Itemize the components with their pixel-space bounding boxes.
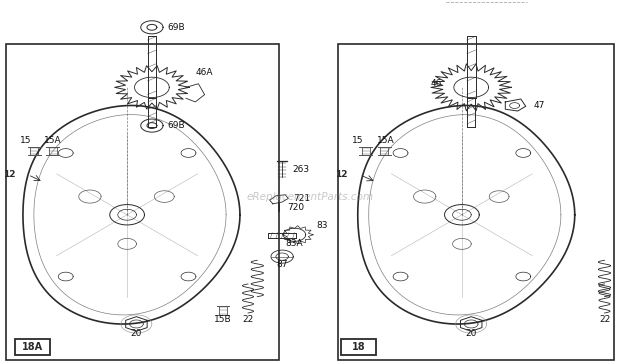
Text: 20: 20	[466, 329, 477, 338]
Text: 69B: 69B	[167, 121, 185, 130]
Bar	[381, 147, 388, 155]
Text: 69B: 69B	[167, 23, 185, 32]
FancyBboxPatch shape	[15, 339, 50, 355]
Text: 263: 263	[293, 165, 310, 174]
Text: 20: 20	[131, 329, 142, 338]
Text: eReplacementParts.com: eReplacementParts.com	[246, 191, 374, 202]
Text: 87: 87	[277, 260, 288, 269]
Text: 22: 22	[599, 315, 610, 324]
Text: 720: 720	[287, 203, 304, 212]
Polygon shape	[505, 99, 526, 111]
Text: 15B: 15B	[215, 315, 232, 324]
Text: 46A: 46A	[195, 68, 213, 77]
Bar	[338, 44, 614, 360]
Bar	[6, 44, 279, 360]
Bar	[219, 306, 227, 314]
Text: 15A: 15A	[44, 136, 61, 145]
Text: 15A: 15A	[377, 136, 394, 145]
Text: 18: 18	[352, 341, 365, 352]
Text: 15: 15	[352, 136, 363, 145]
Text: 22: 22	[242, 315, 254, 324]
Text: 721: 721	[293, 194, 311, 203]
Text: 18A: 18A	[22, 341, 43, 352]
FancyBboxPatch shape	[341, 339, 376, 355]
Bar	[30, 147, 38, 155]
Text: 15: 15	[20, 136, 32, 145]
Text: 83: 83	[316, 221, 328, 230]
Bar	[48, 147, 57, 155]
Text: 46: 46	[431, 79, 442, 88]
Text: 83A: 83A	[285, 240, 303, 248]
Bar	[362, 147, 370, 155]
Text: 12: 12	[335, 170, 347, 179]
Text: 12: 12	[3, 170, 16, 179]
Text: 47: 47	[533, 101, 544, 110]
